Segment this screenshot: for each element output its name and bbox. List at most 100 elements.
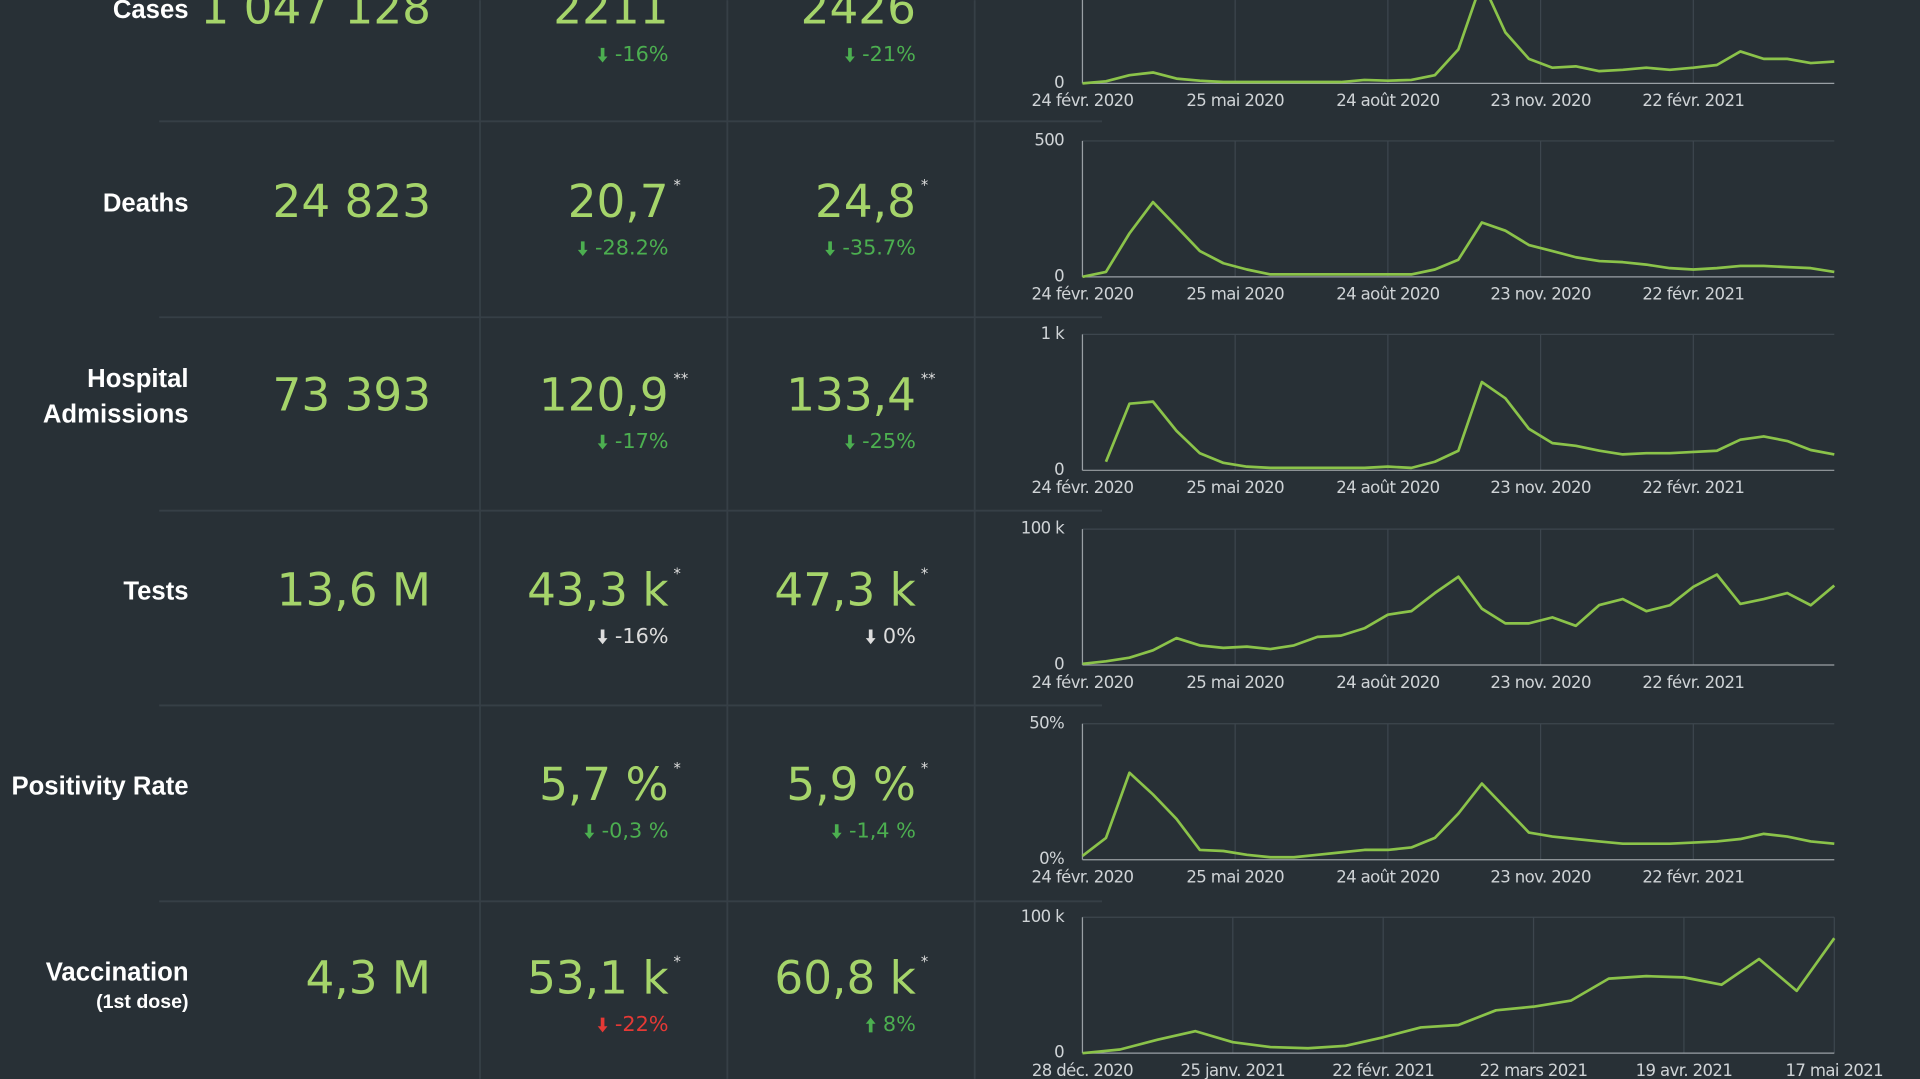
x-tick-label: 23 nov. 2020: [1490, 91, 1591, 110]
y-tick-label: 100 k: [1021, 907, 1065, 926]
y-tick-label: 0%: [1039, 849, 1064, 868]
metric-value: 53,1 k: [527, 951, 669, 1004]
trend-arrow: [597, 47, 608, 63]
total-value: 73 393: [273, 369, 432, 422]
metric-value: 24,8: [815, 175, 916, 228]
total-value: 13,6 M: [277, 563, 431, 616]
trend-arrow: [831, 824, 842, 839]
x-tick-label: 25 mai 2020: [1186, 285, 1284, 304]
row-label: Positivity Rate: [11, 772, 188, 800]
metric-value: 20,7: [568, 175, 669, 228]
metric-value: 5,7 %: [539, 758, 668, 811]
metric-note: *: [921, 760, 928, 777]
trend-arrow: [825, 241, 835, 257]
metric-value: 2211: [553, 0, 668, 35]
change-value: -22%: [615, 1012, 669, 1036]
trend-arrow: [597, 434, 608, 450]
trend-arrow: [597, 1017, 608, 1033]
table-lines: [159, 0, 1103, 1079]
metric-value: 47,3 k: [774, 563, 916, 616]
x-tick-label: 24 févr. 2020: [1032, 673, 1134, 692]
metric-value: 43,3 k: [527, 563, 669, 616]
x-tick-label: 17 mai 2021: [1785, 1061, 1883, 1079]
trend-arrow: [865, 1017, 876, 1033]
trend-arrow: [865, 629, 876, 645]
y-tick-label: 0: [1054, 1043, 1064, 1062]
data-line: [1082, 573, 1836, 666]
x-tick-label: 24 févr. 2020: [1032, 478, 1134, 497]
y-tick-label: 100 k: [1021, 519, 1065, 538]
data-line: [1104, 380, 1835, 470]
change-value: -28.2%: [595, 236, 669, 260]
x-tick-label: 25 janv. 2021: [1181, 1061, 1286, 1079]
data-line: [1082, 0, 1835, 85]
total-value: 24 823: [273, 175, 432, 228]
x-tick-label: 22 févr. 2021: [1642, 478, 1744, 497]
x-tick-label: 28 déc. 2020: [1032, 1061, 1133, 1079]
x-tick-label: 24 févr. 2020: [1032, 868, 1134, 887]
trend-arrow: [577, 241, 588, 257]
x-tick-label: 25 mai 2020: [1186, 673, 1284, 692]
change-value: -25%: [862, 429, 916, 453]
trend-arrow: [845, 434, 855, 450]
data-line: [1082, 200, 1835, 279]
trend-arrow: [584, 824, 595, 839]
x-tick-label: 24 févr. 2020: [1032, 285, 1134, 304]
change-value: -21%: [862, 42, 916, 66]
x-tick-label: 24 août 2020: [1336, 91, 1439, 110]
x-tick-label: 25 mai 2020: [1186, 91, 1284, 110]
y-tick-label: 1 k: [1041, 324, 1066, 343]
metric-value: 5,9 %: [786, 758, 915, 811]
x-tick-label: 24 août 2020: [1336, 478, 1439, 497]
x-tick-label: 22 févr. 2021: [1642, 868, 1744, 887]
metric-note: *: [921, 565, 928, 582]
change-value: -1,4 %: [849, 819, 916, 843]
x-tick-label: 25 mai 2020: [1186, 478, 1284, 497]
metric-value: 2426: [801, 0, 916, 35]
metric-value: 133,4: [786, 369, 916, 422]
y-tick-label: 500: [1034, 130, 1064, 149]
row-label: Admissions: [43, 401, 189, 429]
metric-note: *: [673, 954, 680, 971]
change-value: 8%: [883, 1012, 916, 1036]
trend-arrow: [845, 47, 855, 63]
trend-arrow: [597, 629, 608, 645]
y-tick-label: 0: [1054, 460, 1064, 479]
row-label: Vaccination: [46, 958, 189, 986]
metric-note: *: [673, 760, 680, 777]
data-line: [1081, 771, 1835, 859]
metric-note: *: [921, 954, 928, 971]
change-value: -35.7%: [842, 236, 916, 260]
metric-value: 60,8 k: [774, 951, 916, 1004]
row-label: Tests: [123, 578, 188, 606]
x-tick-label: 22 févr. 2021: [1332, 1061, 1434, 1079]
x-tick-label: 19 avr. 2021: [1636, 1061, 1733, 1079]
x-tick-label: 23 nov. 2020: [1490, 478, 1591, 497]
metric-note: *: [673, 565, 680, 582]
metric-note: **: [673, 371, 688, 388]
y-tick-label: 0: [1054, 266, 1064, 285]
x-tick-label: 22 févr. 2021: [1642, 285, 1744, 304]
change-value: -17%: [615, 429, 669, 453]
data-line: [1082, 937, 1836, 1055]
metric-note: **: [921, 371, 936, 388]
y-tick-label: 0: [1054, 73, 1064, 92]
change-value: -16%: [615, 42, 669, 66]
x-tick-label: 25 mai 2020: [1186, 868, 1284, 887]
x-tick-label: 23 nov. 2020: [1490, 285, 1591, 304]
x-tick-label: 24 août 2020: [1336, 673, 1439, 692]
metric-value: 120,9: [539, 369, 669, 422]
metric-note: *: [673, 177, 680, 194]
total-value: 4,3 M: [305, 951, 431, 1004]
change-value: -0,3 %: [602, 819, 669, 843]
x-tick-label: 24 févr. 2020: [1032, 91, 1134, 110]
y-tick-label: 0: [1054, 655, 1064, 674]
x-tick-label: 23 nov. 2020: [1490, 868, 1591, 887]
x-tick-label: 23 nov. 2020: [1490, 673, 1591, 692]
x-tick-label: 24 août 2020: [1336, 868, 1439, 887]
change-value: 0%: [883, 624, 916, 648]
row-label: Hospital: [87, 365, 188, 393]
